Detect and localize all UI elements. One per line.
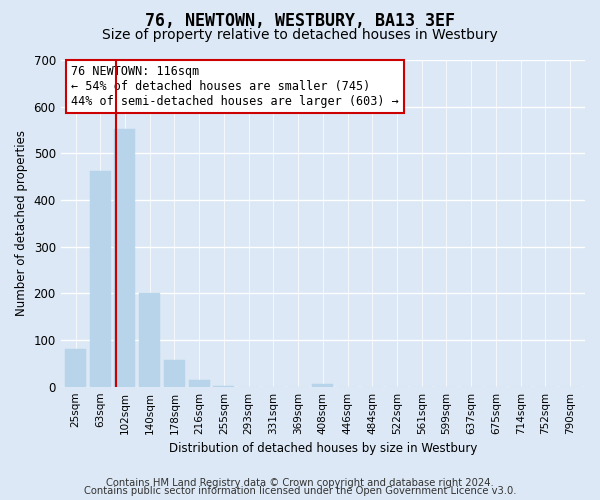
Bar (164, 360, 185, 386)
Bar (139, 294, 160, 386)
Bar (65, 350, 86, 387)
Text: Contains HM Land Registry data © Crown copyright and database right 2024.: Contains HM Land Registry data © Crown c… (106, 478, 494, 488)
Text: 76, NEWTOWN, WESTBURY, BA13 3EF: 76, NEWTOWN, WESTBURY, BA13 3EF (145, 12, 455, 30)
Text: Contains public sector information licensed under the Open Government Licence v3: Contains public sector information licen… (84, 486, 516, 496)
X-axis label: Distribution of detached houses by size in Westbury: Distribution of detached houses by size … (169, 442, 477, 455)
Bar (90, 171, 111, 386)
Y-axis label: Number of detached properties: Number of detached properties (15, 130, 28, 316)
Text: 76 NEWTOWN: 116sqm
← 54% of detached houses are smaller (745)
44% of semi-detach: 76 NEWTOWN: 116sqm ← 54% of detached hou… (71, 65, 399, 108)
Bar (115, 128, 136, 386)
Bar (313, 384, 334, 386)
Bar (188, 380, 209, 386)
Text: Size of property relative to detached houses in Westbury: Size of property relative to detached ho… (102, 28, 498, 42)
